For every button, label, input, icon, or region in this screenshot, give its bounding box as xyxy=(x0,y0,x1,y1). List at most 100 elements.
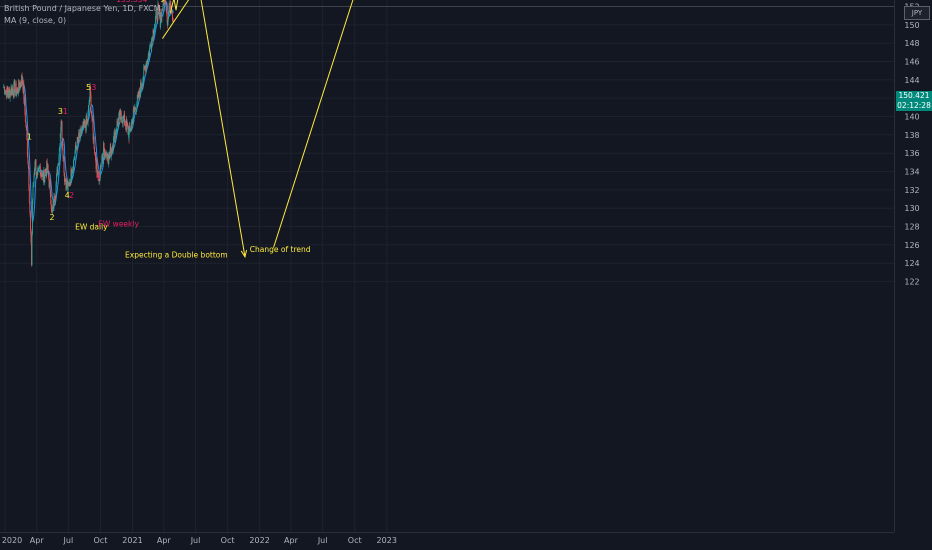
projected-rise-line[interactable] xyxy=(273,0,366,248)
candle-body xyxy=(139,93,141,97)
candle-body xyxy=(74,145,76,153)
currency-label[interactable]: JPY xyxy=(904,6,930,20)
candle-body xyxy=(92,118,94,130)
moving-average xyxy=(7,0,174,223)
candle-body xyxy=(11,87,12,95)
candle-body xyxy=(58,156,60,165)
candle-body xyxy=(34,161,36,170)
candle-body xyxy=(88,103,90,106)
candle-body xyxy=(71,173,73,178)
annotation-price-1: 153.354 xyxy=(116,0,147,4)
candle-body xyxy=(120,111,122,114)
candle-body xyxy=(55,184,57,197)
candle-body xyxy=(3,87,5,88)
candle-body xyxy=(111,150,113,152)
annotation-ew-weekly: EW weekly xyxy=(98,220,139,229)
candle-body xyxy=(85,126,87,131)
candle-body xyxy=(137,91,139,96)
candle-body xyxy=(108,154,110,164)
candle-body xyxy=(131,120,133,123)
candle-body xyxy=(31,233,33,265)
candle-body xyxy=(20,84,22,86)
candle-body xyxy=(165,1,167,4)
annotation-ew-1: 1 xyxy=(27,132,32,141)
candle-body xyxy=(98,172,100,178)
candle-body xyxy=(131,120,133,125)
candle-body xyxy=(31,242,32,265)
candle-body xyxy=(142,78,144,86)
candle-body xyxy=(16,91,18,96)
candle-body xyxy=(118,112,120,115)
candle-body xyxy=(19,82,21,89)
candle-body xyxy=(53,202,54,209)
candle-body xyxy=(39,166,41,176)
candle-body xyxy=(73,159,75,161)
candle-body xyxy=(25,127,27,131)
time-tick-label: Oct xyxy=(348,536,362,545)
candle-body xyxy=(144,66,146,69)
candle-body xyxy=(146,64,148,68)
candle-body xyxy=(15,83,17,96)
projected-drop-arrow-head[interactable] xyxy=(240,249,248,259)
projected-drop-arrow[interactable] xyxy=(197,0,246,257)
wedge-lower-line[interactable] xyxy=(162,0,201,39)
candle-body xyxy=(136,94,138,105)
candle-body xyxy=(16,90,18,92)
candle-body xyxy=(87,119,88,123)
candle-body xyxy=(57,163,59,175)
candle-body xyxy=(8,88,10,97)
candle-body xyxy=(158,7,160,12)
candle-body xyxy=(143,66,145,78)
candle-body xyxy=(103,142,105,152)
candle-body xyxy=(156,20,158,21)
candle-body xyxy=(79,128,81,138)
price-tick-label: 138 xyxy=(904,131,919,140)
candle-body xyxy=(71,177,72,179)
candle-body xyxy=(153,27,155,33)
candle-body xyxy=(152,36,154,42)
candle-body xyxy=(107,157,109,164)
price-tick-label: 124 xyxy=(904,259,919,268)
candle-body xyxy=(54,195,55,203)
candle-body xyxy=(154,18,156,24)
candle-body xyxy=(116,130,117,132)
candle-body xyxy=(159,12,161,28)
candle-body xyxy=(81,127,83,133)
candle-body xyxy=(128,131,130,141)
candle-body xyxy=(151,36,153,39)
candle-body xyxy=(151,38,153,47)
candle-body xyxy=(128,131,129,135)
candle-body xyxy=(83,120,85,125)
candle-body xyxy=(104,148,105,157)
time-axis[interactable]: 2020 Apr Jul Oct 2021 Apr Jul Oct 2022 Apr Jul Oct 2… xyxy=(2,536,397,545)
candle-body xyxy=(137,94,139,96)
candle-body xyxy=(40,172,42,174)
candle-body xyxy=(6,86,8,98)
candle-body xyxy=(157,6,159,21)
indicator-legend[interactable]: MA (9, close, 0) xyxy=(4,16,67,25)
candle-body xyxy=(37,171,38,176)
candle-body xyxy=(11,88,13,90)
candle-body xyxy=(17,92,19,94)
candle-body xyxy=(56,174,57,185)
projected-wave-path[interactable] xyxy=(169,0,180,14)
candle-body xyxy=(55,196,56,198)
candle-body xyxy=(21,79,23,81)
candle-body xyxy=(157,3,159,8)
candle-body xyxy=(133,108,135,112)
candle-body xyxy=(41,176,43,178)
candle-body xyxy=(7,86,8,92)
candle-body xyxy=(155,12,157,19)
candle-body xyxy=(18,79,20,87)
drawings[interactable] xyxy=(161,0,366,259)
candle-body xyxy=(164,0,166,2)
candle-body xyxy=(109,146,111,154)
candle-body xyxy=(3,86,5,88)
candle-body xyxy=(91,113,93,120)
candle-body xyxy=(99,165,101,179)
candle-body xyxy=(45,171,47,172)
candle-body xyxy=(48,178,50,187)
candle-body xyxy=(49,182,51,194)
candle-body xyxy=(85,116,87,131)
